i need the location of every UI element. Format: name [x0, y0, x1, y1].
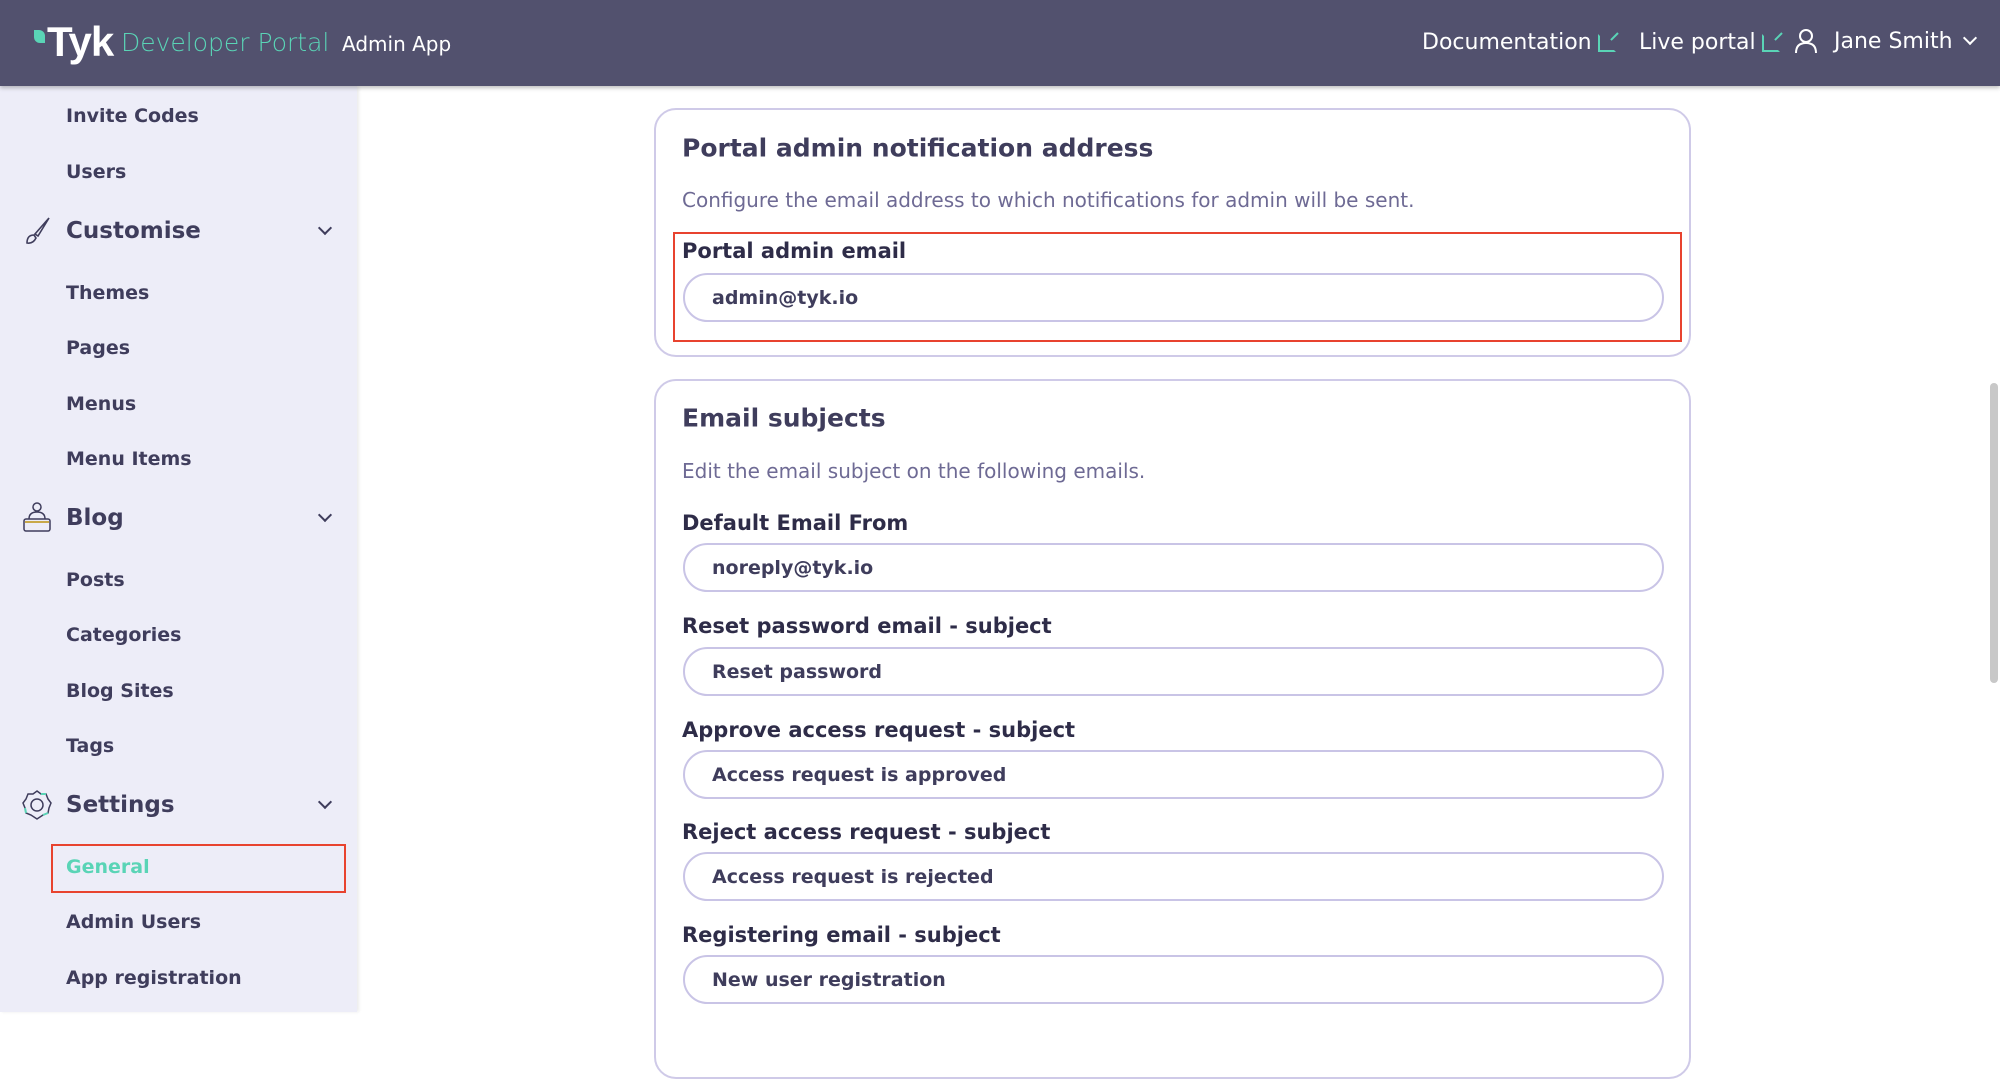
tyk-logo[interactable]: Tyk [34, 18, 114, 66]
registering-email-subject-input[interactable] [683, 955, 1664, 1004]
registering-email-subject-label: Registering email - subject [682, 923, 1001, 947]
sidebar-item-app-registration[interactable]: App registration [66, 967, 242, 989]
sidebar-item-tags[interactable]: Tags [66, 735, 115, 757]
sidebar-item-posts[interactable]: Posts [66, 569, 125, 591]
notification-title: Portal admin notification address [682, 133, 1154, 163]
leaf-icon [34, 30, 45, 43]
sidebar-item-blog-sites[interactable]: Blog Sites [66, 680, 174, 702]
sidebar [0, 86, 357, 1012]
reject-access-subject-input[interactable] [683, 852, 1664, 901]
email-subjects-description: Edit the email subject on the following … [682, 459, 1146, 483]
sidebar-item-pages[interactable]: Pages [66, 337, 131, 359]
top-nav: Tyk Developer Portal Admin App Documenta… [0, 0, 2000, 86]
brush-icon [20, 214, 54, 248]
highlight-box [51, 844, 346, 893]
scrollbar[interactable] [1990, 383, 1998, 683]
chevron-down-icon [317, 794, 333, 810]
sidebar-item-categories[interactable]: Categories [66, 624, 182, 646]
sidebar-item-menu-items[interactable]: Menu Items [66, 448, 192, 470]
blog-label: Blog [66, 505, 124, 531]
reset-password-subject-label: Reset password email - subject [682, 614, 1052, 638]
approve-access-subject-input[interactable] [683, 750, 1664, 799]
documentation-label: Documentation [1422, 30, 1592, 55]
sidebar-item-users[interactable]: Users [66, 161, 127, 183]
portal-admin-email-label: Portal admin email [682, 239, 907, 263]
documentation-link[interactable]: Documentation [1422, 30, 1616, 55]
sidebar-group-customise[interactable]: Customise [20, 214, 340, 248]
external-link-icon [1761, 33, 1780, 52]
sidebar-group-settings[interactable]: Settings [20, 788, 340, 822]
chevron-down-icon [317, 507, 333, 523]
sidebar-item-admin-users[interactable]: Admin Users [66, 911, 202, 933]
live-portal-label: Live portal [1639, 30, 1756, 55]
sidebar-item-general[interactable]: General [66, 856, 150, 878]
notification-description: Configure the email address to which not… [682, 188, 1415, 212]
email-subjects-title: Email subjects [682, 403, 886, 433]
user-menu[interactable]: Jane Smith [1794, 28, 1985, 54]
chevron-down-icon [1962, 30, 1977, 46]
reset-password-subject-input[interactable] [683, 647, 1664, 696]
default-email-from-input[interactable] [683, 543, 1664, 592]
gear-icon [20, 788, 54, 822]
blog-icon [20, 501, 54, 535]
live-portal-link[interactable]: Live portal [1639, 30, 1780, 55]
app-name: Admin App [342, 32, 452, 56]
highlight-box [673, 232, 1682, 342]
sidebar-item-invite-codes[interactable]: Invite Codes [66, 105, 199, 127]
sidebar-group-blog[interactable]: Blog [20, 501, 340, 535]
logo-text: Tyk [47, 18, 114, 65]
portal-admin-email-input[interactable] [683, 273, 1664, 322]
sidebar-item-themes[interactable]: Themes [66, 282, 150, 304]
product-name: Developer Portal [121, 28, 330, 57]
user-name: Jane Smith [1834, 28, 1953, 54]
sidebar-item-menus[interactable]: Menus [66, 393, 137, 415]
settings-label: Settings [66, 792, 175, 818]
customise-label: Customise [66, 218, 201, 244]
default-email-from-label: Default Email From [682, 511, 909, 535]
external-link-icon [1597, 33, 1616, 52]
user-icon [1795, 29, 1817, 54]
chevron-down-icon [317, 220, 333, 236]
approve-access-subject-label: Approve access request - subject [682, 718, 1076, 742]
reject-access-subject-label: Reject access request - subject [682, 820, 1051, 844]
